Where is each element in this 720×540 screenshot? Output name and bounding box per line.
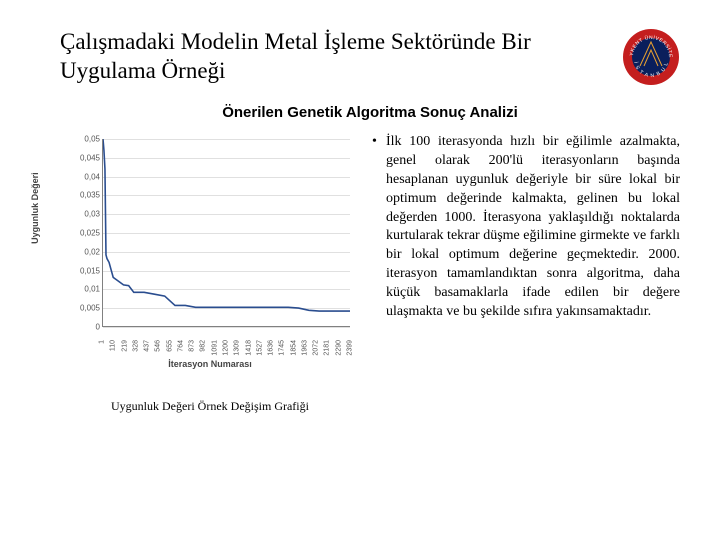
section-subtitle: Önerilen Genetik Algoritma Sonuç Analizi — [60, 104, 680, 121]
xtick-label: 1963 — [301, 340, 308, 356]
university-logo: BEYKENT ÜNİVERSİTESİ İ S T A N B U L — [622, 28, 680, 86]
ytick-label: 0,025 — [60, 229, 100, 238]
xtick-label: 1636 — [268, 340, 275, 356]
chart-ylabel: Uygunluk Değeri — [30, 172, 40, 244]
ytick-label: 0,04 — [60, 172, 100, 181]
xtick-label: 982 — [200, 340, 207, 352]
ytick-label: 0,03 — [60, 210, 100, 219]
xtick-label: 1200 — [223, 340, 230, 356]
xtick-label: 546 — [155, 340, 162, 352]
xtick-label: 328 — [132, 340, 139, 352]
xtick-label: 1 — [99, 340, 106, 344]
analysis-text: İlk 100 iterasyonda hızlı bir eğilimle a… — [372, 131, 680, 322]
xtick-label: 1418 — [245, 340, 252, 356]
xtick-label: 219 — [121, 340, 128, 352]
ytick-label: 0,035 — [60, 191, 100, 200]
chart-xlabel: İterasyon Numarası — [60, 359, 360, 369]
ytick-label: 0,045 — [60, 153, 100, 162]
xtick-label: 2399 — [347, 340, 354, 356]
xtick-label: 110 — [110, 340, 117, 351]
ytick-label: 0,02 — [60, 247, 100, 256]
xtick-label: 2181 — [324, 340, 331, 356]
bullet-item: İlk 100 iterasyonda hızlı bir eğilimle a… — [372, 133, 680, 322]
ytick-label: 0,05 — [60, 135, 100, 144]
xtick-label: 764 — [177, 340, 184, 352]
chart-caption: Uygunluk Değeri Örnek Değişim Grafiği — [111, 399, 309, 414]
xtick-label: 1527 — [256, 340, 263, 356]
ytick-label: 0,005 — [60, 304, 100, 313]
page-title: Çalışmadaki Modelin Metal İşleme Sektörü… — [60, 28, 612, 86]
xtick-label: 1745 — [279, 340, 286, 356]
xtick-label: 2072 — [313, 340, 320, 356]
xtick-label: 1854 — [290, 340, 297, 356]
xtick-label: 1309 — [234, 340, 241, 356]
ytick-label: 0,01 — [60, 285, 100, 294]
ytick-label: 0 — [60, 323, 100, 332]
xtick-label: 1091 — [211, 340, 218, 356]
xtick-label: 437 — [144, 340, 151, 352]
xtick-label: 655 — [166, 340, 173, 352]
xtick-label: 873 — [189, 340, 196, 352]
xtick-label: 2290 — [335, 340, 342, 356]
fitness-chart: Uygunluk Değeri İterasyon Numarası 00,00… — [60, 131, 360, 371]
ytick-label: 0,015 — [60, 266, 100, 275]
